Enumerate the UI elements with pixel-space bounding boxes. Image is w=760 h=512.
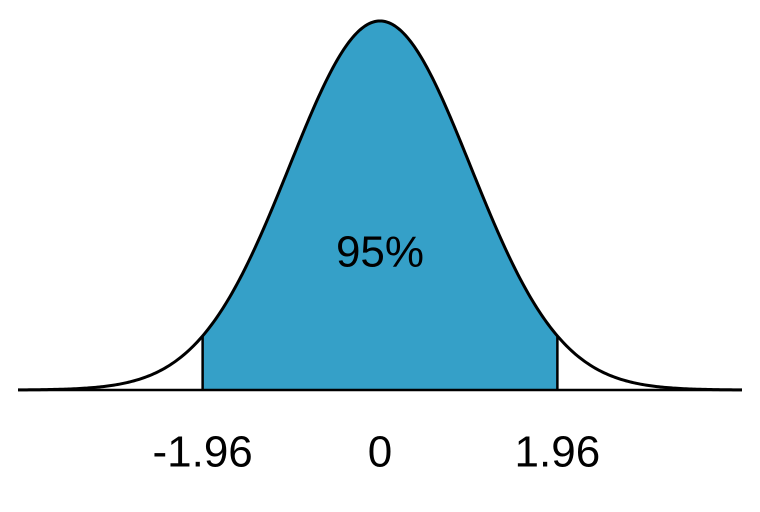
x-tick-label: -1.96: [152, 428, 252, 477]
shaded-area: [202, 20, 558, 390]
shade-label: 95%: [336, 228, 424, 277]
x-tick-label: 0: [368, 428, 392, 477]
x-tick-label: 1.96: [515, 428, 601, 477]
density-curve: [17, 19, 743, 392]
